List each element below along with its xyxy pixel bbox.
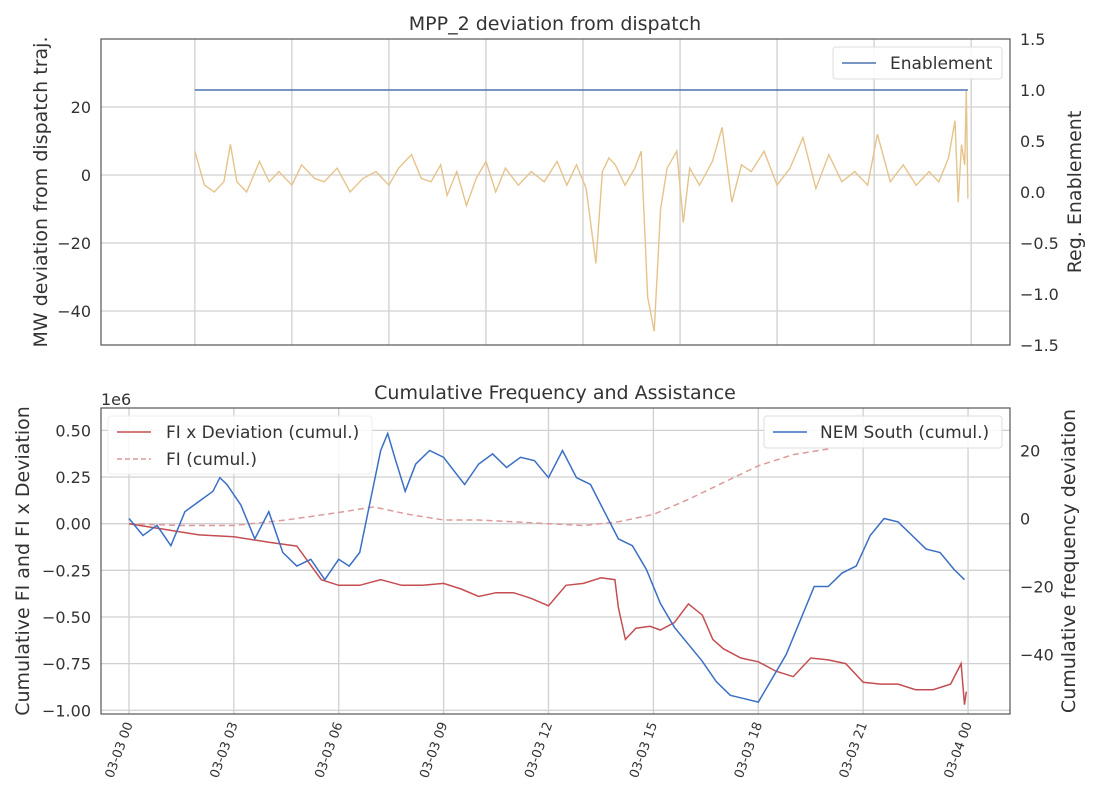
bottom-left-tick-label: −0.25 [42,561,91,580]
top-panel: MPP_2 deviation from dispatch −40−20020 … [30,13,1086,355]
legend-label-fi-x-deviation: FI x Deviation (cumul.) [166,423,359,443]
bottom-left-tick-label: 0.25 [55,468,91,487]
bottom-right-axis-label: Cumulative frequency deviation [1058,409,1080,713]
bottom-right-legend-box [763,415,1003,449]
nem-south-line [128,431,966,703]
top-right-tick-label: −0.5 [1020,234,1059,253]
top-left-tick-label: −20 [57,234,91,253]
legend-label-enablement: Enablement [890,54,993,74]
top-right-tick-label: −1.0 [1020,285,1059,304]
legend-label-fi: FI (cumul.) [166,450,257,470]
top-left-tick-label: −40 [57,302,91,321]
x-tick-label: 03-03 12 [522,720,556,780]
top-legend: Enablement [832,46,1003,80]
x-tick-label: 03-03 03 [208,720,242,780]
top-right-tick-label: 1.0 [1020,81,1045,100]
bottom-offset-text: 1e6 [101,390,131,409]
bottom-right-tick-label: −40 [1020,646,1054,665]
fi-x-deviation-line [128,522,968,705]
bottom-right-tick-label: −20 [1020,578,1054,597]
top-right-axis-label: Reg. Enablement [1064,111,1086,274]
bottom-left-ticks: −1.00 −0.75 −0.50 −0.25 0.00 0.25 0.50 [42,421,91,720]
x-tick-label: 03-03 21 [837,720,871,780]
bottom-left-tick-label: −0.50 [42,608,91,627]
top-right-tick-label: −1.5 [1020,336,1059,355]
bottom-left-legend-box [107,415,373,475]
x-tick-label: 03-04 00 [942,720,976,780]
x-tick-label: 03-03 15 [627,720,661,780]
bottom-right-tick-label: 20 [1020,442,1040,461]
x-tick-label: 03-03 00 [103,720,137,780]
top-series [194,89,969,332]
fi-line [128,448,829,527]
top-plot-frame [100,38,1011,346]
bottom-left-tick-label: −0.75 [42,655,91,674]
bottom-right-ticks: −40 −20 0 20 [1020,442,1054,665]
top-left-tick-label: 20 [71,98,91,117]
bottom-series [128,431,968,705]
x-tick-label: 03-03 18 [732,720,766,780]
top-right-tick-label: 1.5 [1020,30,1045,49]
bottom-plot-frame [100,407,1011,715]
top-left-tick-label: 0 [81,166,91,185]
x-tick-label: 03-03 06 [312,720,346,780]
top-legend-box [832,46,1003,80]
bottom-left-tick-label: 0.00 [55,515,91,534]
bottom-right-tick-label: 0 [1020,510,1030,529]
top-chart-title: MPP_2 deviation from dispatch [409,13,701,35]
top-grid [101,39,1010,345]
top-left-axis-label: MW deviation from dispatch traj. [30,37,52,348]
bottom-x-ticks: 03-03 00 03-03 03 03-03 06 03-03 09 03-03 12… [103,720,976,780]
bottom-left-legend: FI x Deviation (cumul.) FI (cumul.) [107,415,373,475]
bottom-chart-title: Cumulative Frequency and Assistance [374,382,736,404]
bottom-left-tick-label: −1.00 [42,701,91,720]
legend-label-nem-south: NEM South (cumul.) [820,423,989,443]
top-right-tick-label: 0.0 [1020,183,1045,202]
x-tick-label: 03-03 09 [417,720,451,780]
bottom-left-axis-label: Cumulative FI and FI x Deviation [12,406,34,716]
top-left-ticks: −40 −20 0 20 [57,98,91,321]
bottom-right-legend: NEM South (cumul.) [763,415,1003,449]
deviation-line [194,89,969,332]
bottom-left-tick-label: 0.50 [55,421,91,440]
top-right-ticks: −1.5 −1.0 −0.5 0.0 0.5 1.0 1.5 [1020,30,1059,355]
top-right-tick-label: 0.5 [1020,132,1045,151]
bottom-panel: Cumulative Frequency and Assistance 1e6 … [12,382,1080,780]
